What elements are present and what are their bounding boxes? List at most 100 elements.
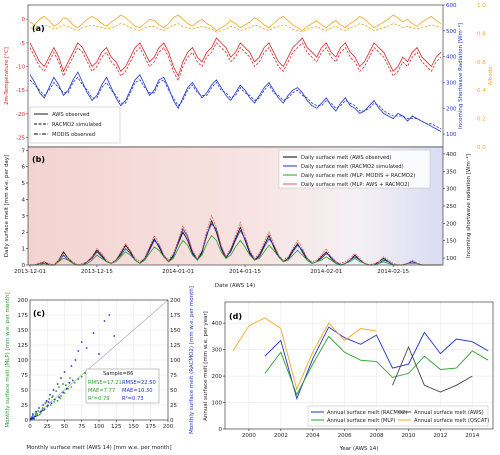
point-racmo [71, 379, 74, 382]
point-mlp [59, 397, 62, 400]
point-racmo [41, 409, 44, 412]
legend-mlp: Annual surface melt (MLP) [327, 418, 395, 424]
x-tick: 175 [146, 424, 157, 430]
y-tick-right: 50 [170, 388, 177, 394]
x-tick-date: 2013-12-01 [14, 269, 46, 275]
point-racmo [47, 404, 49, 407]
stats-box [85, 368, 160, 404]
legend-racmo: RACMO2 simulated [52, 122, 102, 128]
point-mlp [73, 381, 76, 384]
point-racmo [92, 332, 95, 334]
x-tick-date: 2014-01-15 [229, 269, 261, 275]
legend-box [29, 106, 121, 144]
y-tick-radiation: 200 [446, 221, 457, 227]
legend-modis: MODIS observed [52, 132, 95, 138]
y-tick-right: 150 [170, 328, 181, 334]
point-racmo [70, 365, 73, 367]
point-mlp [84, 372, 87, 375]
series-radiation_aws [29, 71, 442, 132]
series-temperature_aws [29, 37, 442, 78]
point-racmo [38, 407, 40, 409]
y-tick-radiation: 200 [446, 106, 457, 112]
series-annual-3 [232, 317, 377, 391]
point-mlp [44, 402, 47, 405]
stat-racmo-rmse: RMSE=22.50 [122, 380, 156, 386]
panel-b-xlabel: Date (AWS 14) [215, 283, 255, 289]
y-tick-left: 0 [25, 418, 29, 424]
x-tick-date: 2014-02-15 [377, 269, 409, 275]
panel-c-label: (c) [33, 309, 45, 318]
y-tick-right: 25 [170, 403, 177, 409]
y-tick-right: 175 [170, 313, 181, 319]
stat-racmo-mae: MAE=10.30 [122, 388, 153, 394]
series-temperature_racmo [29, 42, 442, 82]
panel-b-legend: Daily surface melt (AWS observed) Daily … [278, 149, 431, 189]
y-tick-right: 75 [170, 373, 177, 379]
x-tick-year: 2014 [465, 433, 479, 439]
point-racmo [32, 417, 35, 420]
legend-box [307, 405, 489, 427]
y-tick-radiation: 100 [446, 132, 457, 138]
point-racmo [34, 415, 37, 418]
x-tick: 75 [78, 424, 85, 430]
stat-racmo-r2: R²=0.73 [122, 396, 144, 402]
point-racmo [31, 413, 34, 415]
x-tick: 25 [44, 424, 51, 430]
point-racmo [74, 359, 77, 361]
y-tick-right: 125 [170, 343, 181, 349]
panel-b-ylabel-right: Incoming shortwave radiation [Wm⁻²] [465, 154, 472, 258]
panel-d-legend: Annual surface melt (RACMO2) Annual surf… [307, 405, 489, 427]
y-tick-right: 200 [170, 298, 181, 304]
y-tick-left: 75 [21, 373, 28, 379]
point-mlp [58, 386, 60, 388]
panel-c-stats-box: Sample=86 RMSE=17.21 MAE=7.77 R²=0.79 RM… [85, 368, 160, 404]
point-mlp [41, 407, 44, 409]
y-tick-temperature: -5 [20, 41, 26, 47]
panel-a-ylabel-right: Incoming Shortwave Radiation [Wm⁻²] [457, 23, 464, 129]
point-racmo [49, 393, 51, 396]
x-tick: 50 [61, 424, 68, 430]
point-mlp [67, 387, 69, 390]
y-tick-melt: 400 [212, 321, 223, 327]
point-racmo [85, 347, 88, 349]
point-mlp [80, 375, 83, 378]
y-tick-radiation: 250 [446, 204, 457, 210]
y-tick-melt: 7 [22, 148, 26, 154]
x-tick: 150 [128, 424, 139, 430]
panel-a-legend: AWS observed RACMO2 simulated MODIS obse… [29, 106, 121, 144]
point-mlp [62, 383, 64, 385]
x-tick-year: 2002 [274, 433, 288, 439]
y-tick-temperature: 0 [22, 17, 26, 23]
x-tick-year: 2010 [401, 433, 415, 439]
point-racmo [68, 381, 71, 384]
y-tick-melt: 4 [22, 197, 26, 203]
x-tick-year: 2012 [433, 433, 447, 439]
y-tick-melt: 2 [22, 230, 26, 236]
legend-aws: Annual surface melt (AWS) [414, 410, 484, 416]
y-tick-melt: 200 [212, 374, 223, 380]
y-tick-left: 100 [18, 358, 29, 364]
point-racmo [40, 410, 42, 413]
y-tick-melt: 300 [212, 348, 223, 354]
legend-racmo: Annual surface melt (RACMO2) [327, 410, 407, 416]
x-tick-year: 2000 [242, 433, 256, 439]
y-tick-radiation: 400 [446, 152, 457, 158]
series-melt-3 [30, 214, 441, 266]
point-racmo [47, 401, 50, 403]
point-racmo [65, 387, 68, 390]
x-tick-date: 2014-02-01 [310, 269, 342, 275]
point-mlp [77, 378, 80, 381]
y-tick-albedo: 0.2 [477, 117, 486, 123]
panel-a: (a) 0 -5 -10 -15 -20 -25 600 500 400 300 200 100 1.0… [16, 3, 486, 151]
y-tick-radiation: 350 [446, 169, 457, 175]
y-tick-left: 175 [18, 313, 29, 319]
point-mlp [51, 396, 53, 399]
point-racmo [113, 335, 116, 337]
point-mlp [60, 395, 62, 397]
x-tick: 100 [94, 424, 105, 430]
point-racmo [63, 371, 66, 373]
panel-c-xlabel: Monthly surface melt (AWS 14) [mm w.e. p… [26, 445, 171, 451]
series-albedo_racmo [29, 23, 442, 33]
panel-d-ylabel: Annual surface melt [mm w.e. per year] [203, 311, 209, 421]
y-tick-radiation: 150 [446, 239, 457, 245]
